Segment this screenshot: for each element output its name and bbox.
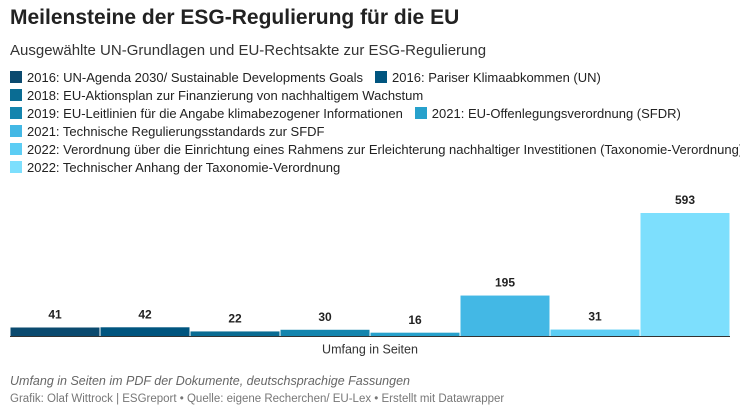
legend-swatch [10, 143, 22, 155]
legend-item: 2021: EU-Offenlegungsverordnung (SFDR) [414, 105, 681, 121]
legend-swatch [10, 125, 22, 137]
legend-label: 2018: EU-Aktionsplan zur Finanzierung vo… [27, 87, 424, 103]
data-label: 22 [228, 312, 242, 326]
legend-item: 2021: Technische Regulierungsstandards z… [10, 123, 325, 139]
bar [640, 213, 730, 336]
legend-item: 2019: EU-Leitlinien für die Angabe klima… [10, 105, 403, 121]
notes: Umfang in Seiten im PDF der Dokumente, d… [10, 374, 410, 388]
legend-label: 2022: Technischer Anhang der Taxonomie-V… [27, 159, 341, 175]
chart: 41 42 22 30 16 195 31 593 Umfang in Seiten [10, 193, 730, 356]
legend-swatch [10, 89, 22, 101]
data-label: 593 [675, 193, 695, 207]
data-label: 16 [408, 313, 422, 327]
bar [10, 327, 100, 336]
bar [100, 327, 190, 336]
bar [370, 332, 460, 336]
legend-item: 2016: Pariser Klimaabkommen (UN) [375, 69, 601, 85]
legend-swatch [10, 71, 22, 83]
legend-label: 2021: Technische Regulierungsstandards z… [27, 123, 325, 139]
chart-subtitle: Ausgewählte UN-Grundlagen und EU-Rechtsa… [10, 42, 487, 59]
bar [550, 329, 640, 336]
source: Grafik: Olaf Wittrock | ESGreport • Quel… [10, 393, 505, 405]
data-label: 41 [48, 308, 62, 322]
legend-label: 2021: EU-Offenlegungsverordnung (SFDR) [431, 105, 681, 121]
legend-swatch [414, 107, 427, 119]
legend-item: 2022: Technischer Anhang der Taxonomie-V… [10, 159, 341, 175]
legend-label: 2016: UN-Agenda 2030/ Sustainable Develo… [27, 69, 364, 85]
x-tick-label: Umfang in Seiten [322, 342, 418, 356]
legend-swatch [10, 107, 22, 119]
data-label: 31 [588, 310, 602, 324]
legend-swatch [10, 161, 22, 173]
chart-title: Meilensteine der ESG-Regulierung für die… [10, 6, 460, 29]
legend-item: 2018: EU-Aktionsplan zur Finanzierung vo… [10, 87, 424, 103]
legend-label: 2019: EU-Leitlinien für die Angabe klima… [27, 105, 403, 121]
bar [460, 295, 550, 336]
legend: 2016: UN-Agenda 2030/ Sustainable Develo… [10, 69, 740, 175]
legend-swatch [375, 71, 388, 83]
legend-item: 2022: Verordnung über die Einrichtung ei… [10, 141, 740, 157]
bar [280, 329, 370, 336]
legend-label: 2022: Verordnung über die Einrichtung ei… [27, 141, 740, 157]
data-label: 42 [138, 307, 152, 321]
legend-item: 2016: UN-Agenda 2030/ Sustainable Develo… [10, 69, 364, 85]
legend-label: 2016: Pariser Klimaabkommen (UN) [392, 69, 601, 85]
data-label: 195 [495, 276, 515, 290]
data-label: 30 [318, 310, 332, 324]
bar [190, 331, 280, 336]
